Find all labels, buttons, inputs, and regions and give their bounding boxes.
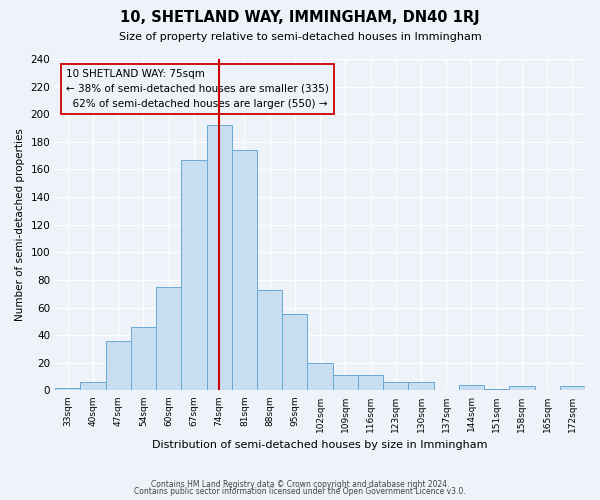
Bar: [106, 340, 131, 390]
X-axis label: Distribution of semi-detached houses by size in Immingham: Distribution of semi-detached houses by …: [152, 440, 488, 450]
Bar: [332, 375, 358, 390]
Bar: [383, 382, 409, 390]
Bar: [282, 314, 307, 390]
Bar: [156, 287, 181, 391]
Text: Size of property relative to semi-detached houses in Immingham: Size of property relative to semi-detach…: [119, 32, 481, 42]
Bar: [181, 160, 206, 390]
Bar: [206, 126, 232, 390]
Bar: [232, 150, 257, 390]
Bar: [560, 386, 585, 390]
Bar: [307, 363, 332, 390]
Bar: [131, 327, 156, 390]
Bar: [80, 382, 106, 390]
Text: Contains public sector information licensed under the Open Government Licence v3: Contains public sector information licen…: [134, 487, 466, 496]
Text: 10 SHETLAND WAY: 75sqm
← 38% of semi-detached houses are smaller (335)
  62% of : 10 SHETLAND WAY: 75sqm ← 38% of semi-det…: [66, 69, 329, 108]
Y-axis label: Number of semi-detached properties: Number of semi-detached properties: [15, 128, 25, 321]
Bar: [257, 290, 282, 390]
Bar: [484, 389, 509, 390]
Text: 10, SHETLAND WAY, IMMINGHAM, DN40 1RJ: 10, SHETLAND WAY, IMMINGHAM, DN40 1RJ: [120, 10, 480, 25]
Bar: [509, 386, 535, 390]
Bar: [55, 388, 80, 390]
Bar: [358, 375, 383, 390]
Bar: [409, 382, 434, 390]
Bar: [459, 385, 484, 390]
Text: Contains HM Land Registry data © Crown copyright and database right 2024.: Contains HM Land Registry data © Crown c…: [151, 480, 449, 489]
